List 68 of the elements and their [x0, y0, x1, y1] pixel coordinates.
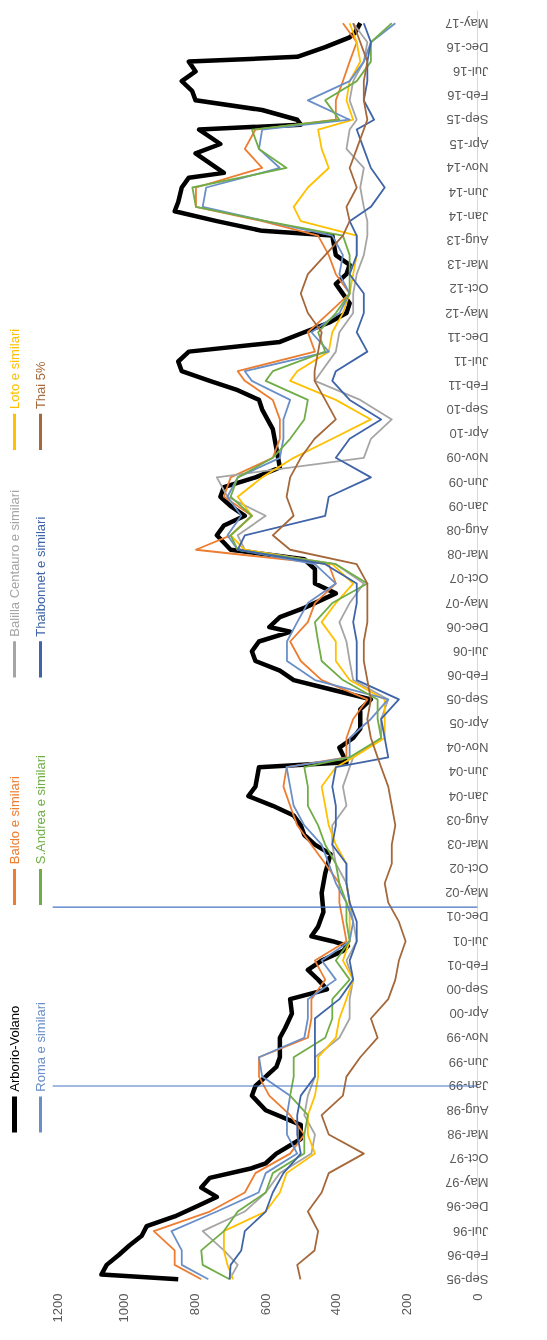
x-tick-label: 1200 — [49, 1293, 65, 1323]
text: Arborio-Volano — [7, 1005, 22, 1092]
y-tick-label: Mar-08 — [447, 547, 489, 563]
y-tick-label: May-12 — [445, 305, 489, 321]
y-tick-label: Jan-99 — [448, 1078, 489, 1094]
y-tick-label: Jan-09 — [448, 498, 489, 514]
text: Baldo e similari — [7, 775, 22, 865]
y-tick-label: Jul-11 — [454, 353, 489, 369]
y-tick-label: Jul-01 — [453, 933, 489, 949]
y-tick-label: Sep-95 — [446, 1271, 489, 1287]
y-tick-label: Feb-06 — [447, 667, 489, 683]
x-tick-label: 800 — [186, 1293, 202, 1316]
x-tick-label: 0 — [470, 1293, 485, 1301]
x-tick-label: 1000 — [115, 1293, 131, 1323]
text: Thaibonnet e similari — [33, 516, 48, 637]
x-tick-label: 200 — [399, 1293, 415, 1316]
y-tick-label: Jan-14 — [448, 208, 489, 224]
y-tick-label: Feb-16 — [447, 87, 489, 103]
y-tick-label: Mar-98 — [447, 1127, 489, 1143]
y-tick-label: Mar-13 — [447, 257, 489, 273]
y-tick-label: Aug-13 — [446, 233, 489, 249]
y-tick-label: Dec-96 — [446, 1199, 489, 1215]
y-tick-label: Apr-00 — [449, 1006, 489, 1022]
y-tick-label: Nov-09 — [446, 450, 489, 466]
text: Balilla Centauro e similari — [7, 489, 22, 637]
text: Loto e similari — [7, 328, 22, 410]
y-tick-label: Nov-04 — [446, 740, 489, 756]
text: Roma e similari — [33, 1002, 48, 1092]
y-tick-label: May-97 — [445, 1175, 489, 1191]
y-tick-label: Sep-05 — [446, 691, 489, 707]
y-tick-label: Mar-03 — [447, 837, 489, 853]
x-tick-label: 600 — [257, 1293, 273, 1316]
y-tick-label: Nov-99 — [446, 1030, 489, 1046]
y-tick-label: Sep-15 — [446, 112, 489, 128]
y-tick-label: Jul-06 — [453, 643, 489, 659]
y-tick-label: Apr-05 — [449, 716, 489, 732]
y-tick-label: Oct-07 — [449, 571, 489, 587]
y-tick-label: Jan-04 — [448, 788, 489, 804]
y-tick-label: May-17 — [445, 15, 489, 31]
y-tick-label: Apr-10 — [449, 426, 489, 442]
y-tick-label: May-02 — [445, 885, 489, 901]
y-tick-label: Sep-00 — [446, 981, 489, 997]
y-tick-label: Feb-01 — [447, 957, 489, 973]
y-tick-label: May-07 — [445, 595, 489, 611]
y-tick-label: Jun-09 — [448, 474, 489, 490]
y-tick-label: Jul-16 — [453, 63, 489, 79]
y-tick-label: Oct-02 — [449, 861, 489, 877]
y-tick-label: Jun-04 — [448, 764, 489, 780]
y-tick-label: Dec-06 — [446, 619, 489, 635]
y-tick-label: Aug-98 — [446, 1102, 489, 1118]
y-tick-label: Nov-14 — [446, 160, 489, 176]
y-tick-label: Aug-03 — [446, 812, 489, 828]
y-tick-label: Aug-08 — [446, 522, 489, 538]
text: S.Andrea e similari — [33, 754, 48, 865]
y-tick-label: Jul-96 — [453, 1223, 489, 1239]
y-tick-label: Dec-01 — [446, 909, 489, 925]
y-tick-label: Dec-16 — [446, 39, 489, 55]
y-tick-label: Jun-99 — [448, 1054, 489, 1070]
y-tick-label: Oct-12 — [449, 281, 489, 297]
x-tick-label: 400 — [328, 1293, 344, 1316]
y-tick-label: Oct-97 — [449, 1151, 489, 1167]
y-tick-label: Feb-96 — [447, 1247, 489, 1263]
y-tick-label: Sep-10 — [446, 402, 489, 418]
y-tick-label: Dec-11 — [447, 329, 489, 345]
text: Thai 5% — [33, 360, 48, 410]
y-tick-label: Jun-14 — [448, 184, 489, 200]
y-tick-label: Apr-15 — [449, 136, 489, 152]
y-tick-label: Feb-11 — [448, 377, 489, 393]
